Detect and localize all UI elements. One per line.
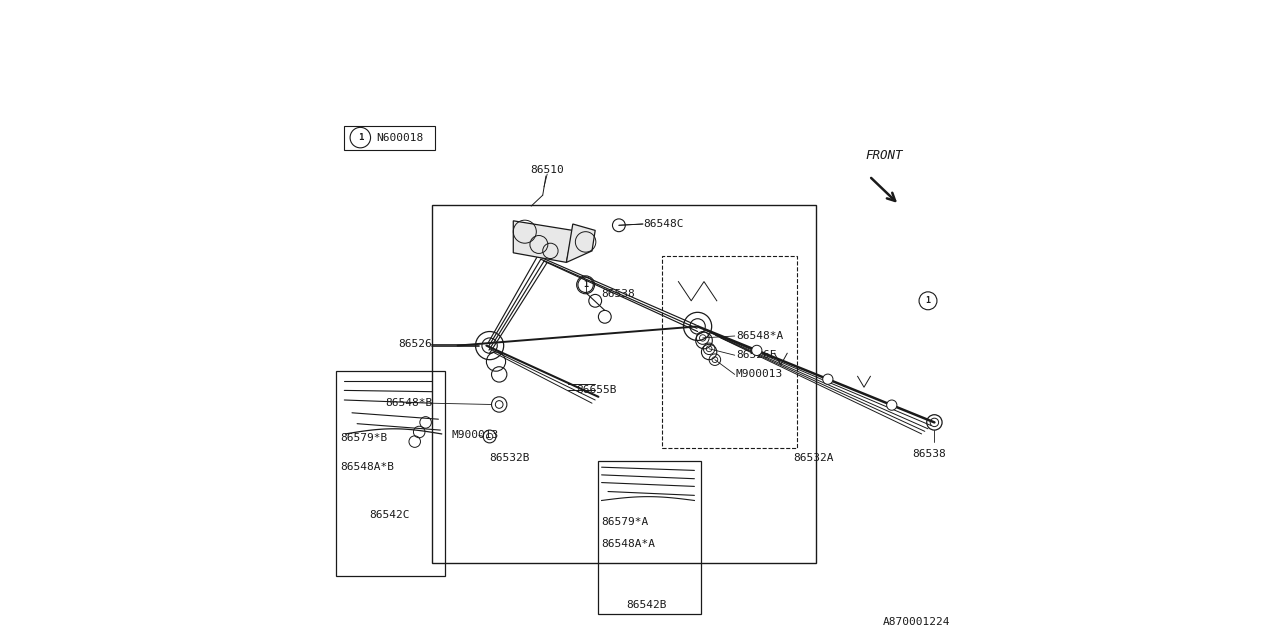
Circle shape xyxy=(823,374,833,384)
Bar xyxy=(335,371,445,576)
Text: FRONT: FRONT xyxy=(865,149,904,162)
Polygon shape xyxy=(566,224,595,262)
Text: 86548A*A: 86548A*A xyxy=(602,539,655,549)
Text: A870001224: A870001224 xyxy=(883,617,950,627)
Circle shape xyxy=(751,345,762,355)
Bar xyxy=(599,461,701,614)
Polygon shape xyxy=(513,221,573,262)
Text: 86538: 86538 xyxy=(911,449,946,460)
Bar xyxy=(433,205,817,563)
Text: 86542B: 86542B xyxy=(626,600,667,610)
Bar xyxy=(663,256,796,448)
Text: 86548A*B: 86548A*B xyxy=(340,462,394,472)
Text: 86655B: 86655B xyxy=(576,385,617,396)
Text: 86526: 86526 xyxy=(398,339,433,349)
Text: N600018: N600018 xyxy=(376,132,424,143)
Text: M900013: M900013 xyxy=(736,369,783,380)
Circle shape xyxy=(887,400,897,410)
Bar xyxy=(344,126,435,150)
Text: 86579*B: 86579*B xyxy=(340,433,388,444)
Text: 86532A: 86532A xyxy=(794,452,835,463)
Text: 86579*A: 86579*A xyxy=(602,516,649,527)
Text: 86538: 86538 xyxy=(602,289,635,300)
Text: 86510: 86510 xyxy=(530,164,564,175)
Text: M900013: M900013 xyxy=(452,430,498,440)
Text: 1: 1 xyxy=(357,133,364,142)
Text: 86548*A: 86548*A xyxy=(736,331,783,341)
Text: 1: 1 xyxy=(925,296,931,305)
Text: 86548C: 86548C xyxy=(644,219,684,229)
Text: 86542C: 86542C xyxy=(369,510,410,520)
Text: 86526E: 86526E xyxy=(736,350,777,360)
Text: 86548*B: 86548*B xyxy=(385,398,433,408)
Text: 1: 1 xyxy=(584,280,588,289)
Text: 86532B: 86532B xyxy=(490,452,530,463)
